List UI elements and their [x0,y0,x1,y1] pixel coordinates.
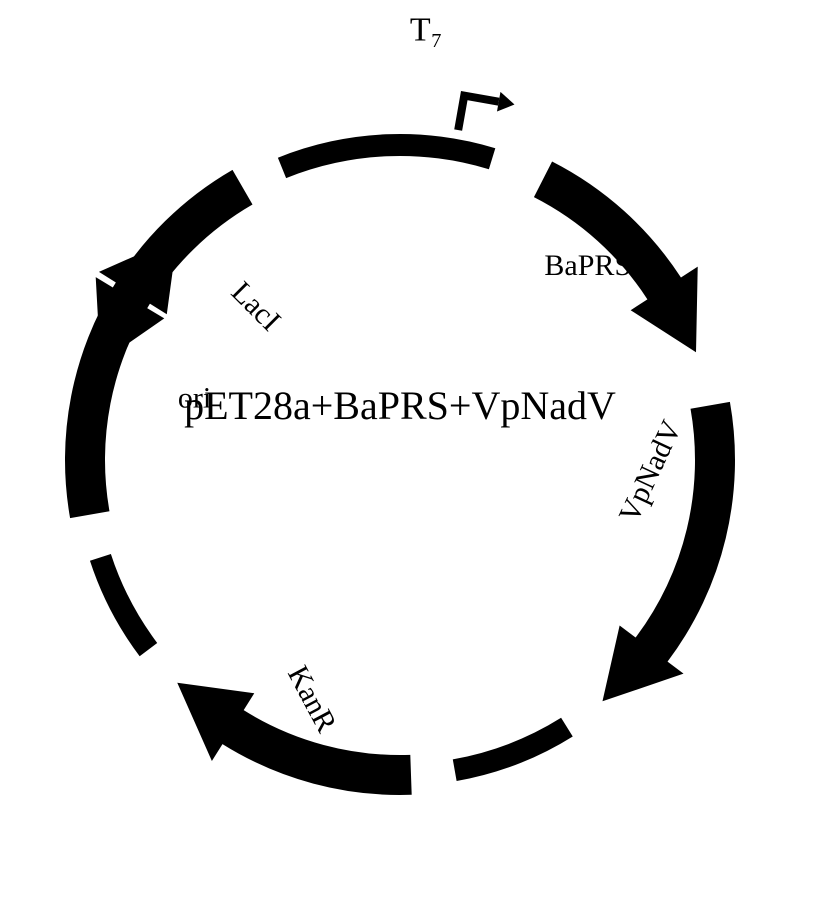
promoter-arrowhead-icon [497,92,514,112]
promoter-label: T₇ [410,12,443,49]
feature-label-KanR: KanR [281,660,343,737]
feature-label-LacI: LacI [225,275,287,337]
feature-label-BaPRS: BaPRS [544,249,631,282]
feature-segment-seg2 [90,554,157,656]
feature-segment-seg4 [278,134,495,178]
plasmid-map: BaPRSVpNadVKanRoriLacIpET28a+BaPRS+VpNad… [0,0,832,912]
feature-segment-seg1 [453,718,573,781]
promoter-arrow [458,96,499,130]
plasmid-name: pET28a+BaPRS+VpNadV [184,383,616,428]
feature-label-VpNadV: VpNadV [613,415,689,527]
